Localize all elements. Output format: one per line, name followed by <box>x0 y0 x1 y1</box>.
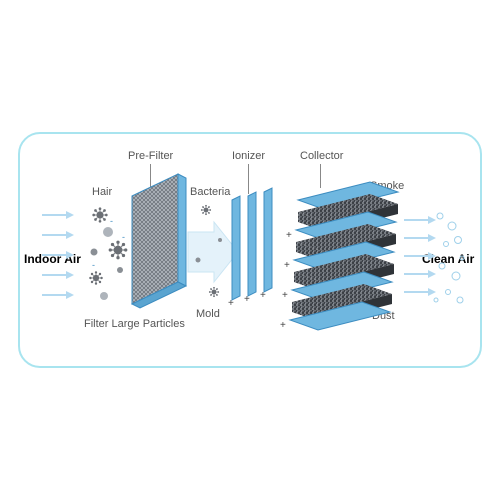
svg-text:+: + <box>260 290 266 301</box>
diagram-svg: - - - + + + + <box>0 0 500 500</box>
clean-bubbles <box>434 213 464 303</box>
indoor-air-arrows <box>42 211 74 299</box>
svg-text:+: + <box>282 290 288 301</box>
svg-text:-: - <box>92 260 95 270</box>
svg-text:-: - <box>122 232 125 242</box>
svg-text:+: + <box>284 260 290 271</box>
svg-text:+: + <box>244 294 250 305</box>
dirty-particles: - - - <box>90 208 127 300</box>
prefilter-panel <box>132 174 186 308</box>
transfer-arrow <box>188 222 238 282</box>
svg-text:+: + <box>228 298 234 309</box>
ionizer-plates: + + + <box>228 188 272 309</box>
collector-stack: + + + + <box>280 182 398 331</box>
svg-text:+: + <box>280 320 286 331</box>
svg-text:+: + <box>286 230 292 241</box>
clean-air-arrows <box>404 216 436 296</box>
svg-text:-: - <box>110 216 113 226</box>
